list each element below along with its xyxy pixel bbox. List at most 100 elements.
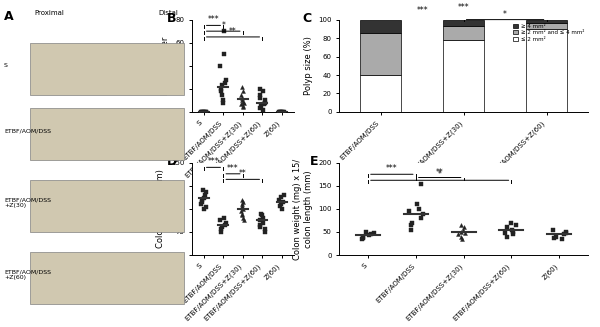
Point	[200, 109, 210, 114]
Point	[280, 109, 289, 114]
Text: ***: ***	[386, 164, 398, 173]
Point	[237, 95, 247, 101]
Point	[275, 109, 284, 114]
Point	[277, 109, 287, 114]
Point	[456, 234, 466, 239]
FancyBboxPatch shape	[30, 180, 184, 232]
Point	[217, 83, 226, 88]
Text: ***: ***	[208, 157, 219, 166]
Point	[259, 107, 268, 112]
Point	[502, 234, 512, 239]
Text: ***: ***	[208, 15, 219, 25]
Bar	[526, 29, 567, 112]
Point	[256, 222, 265, 227]
Point	[197, 109, 206, 114]
Text: *: *	[221, 21, 225, 30]
Point	[407, 220, 416, 225]
Point	[418, 211, 427, 216]
Point	[357, 236, 367, 242]
Y-axis label: Colon length (mm): Colon length (mm)	[157, 169, 166, 248]
Point	[277, 206, 287, 212]
Point	[460, 230, 470, 235]
Text: **: **	[239, 169, 247, 179]
Point	[511, 222, 520, 228]
Point	[561, 229, 571, 234]
Point	[202, 190, 211, 195]
Text: Distal: Distal	[158, 10, 178, 16]
Point	[215, 63, 225, 68]
Point	[239, 217, 249, 223]
Point	[201, 204, 211, 210]
Point	[406, 227, 416, 232]
Point	[218, 100, 227, 105]
Point	[200, 206, 209, 212]
Point	[201, 109, 211, 114]
Point	[217, 92, 227, 97]
Point	[196, 109, 206, 114]
FancyBboxPatch shape	[30, 108, 184, 160]
Point	[236, 92, 245, 97]
Bar	[360, 20, 401, 33]
Point	[559, 232, 569, 237]
Point	[260, 100, 270, 105]
Point	[255, 225, 265, 230]
Point	[255, 95, 265, 101]
Point	[197, 197, 206, 202]
Point	[239, 100, 249, 105]
Point	[276, 194, 286, 199]
Point	[237, 98, 247, 103]
Point	[238, 199, 248, 204]
Point	[237, 84, 247, 89]
Point	[416, 215, 425, 221]
Point	[260, 229, 270, 234]
Point	[549, 235, 559, 240]
Point	[416, 181, 426, 186]
Text: *: *	[438, 170, 442, 179]
Point	[198, 188, 208, 193]
FancyBboxPatch shape	[30, 43, 184, 95]
Point	[257, 213, 267, 218]
Point	[454, 232, 463, 237]
Point	[358, 234, 368, 239]
Point	[507, 227, 517, 232]
Point	[557, 236, 567, 242]
Text: C: C	[302, 12, 311, 25]
Point	[217, 225, 226, 230]
Point	[237, 203, 247, 209]
Point	[456, 222, 466, 228]
Point	[255, 86, 265, 92]
Point	[561, 230, 571, 235]
Point	[500, 230, 510, 235]
Text: ***: ***	[416, 7, 428, 15]
Point	[275, 109, 285, 114]
Point	[367, 232, 376, 237]
Point	[256, 92, 265, 97]
Point	[278, 109, 287, 114]
Point	[236, 208, 245, 213]
Point	[217, 89, 226, 94]
Point	[277, 202, 286, 207]
Y-axis label: Polyp size (%): Polyp size (%)	[304, 36, 313, 95]
Point	[279, 192, 289, 198]
Point	[217, 86, 226, 92]
Point	[406, 222, 416, 228]
Bar	[443, 26, 484, 40]
Point	[238, 104, 248, 109]
Point	[361, 229, 371, 234]
Bar	[360, 33, 401, 75]
Point	[218, 98, 228, 103]
Point	[238, 99, 247, 104]
Text: *: *	[503, 10, 507, 19]
Point	[220, 215, 229, 221]
Point	[260, 98, 270, 103]
Point	[412, 202, 422, 207]
Point	[239, 206, 248, 212]
Point	[199, 195, 209, 200]
Y-axis label: Polyp number: Polyp number	[161, 37, 170, 95]
Point	[221, 77, 231, 82]
Point	[274, 109, 284, 114]
Text: E: E	[310, 155, 318, 168]
Bar	[360, 75, 401, 112]
Text: **: **	[229, 27, 237, 36]
Point	[551, 234, 561, 239]
